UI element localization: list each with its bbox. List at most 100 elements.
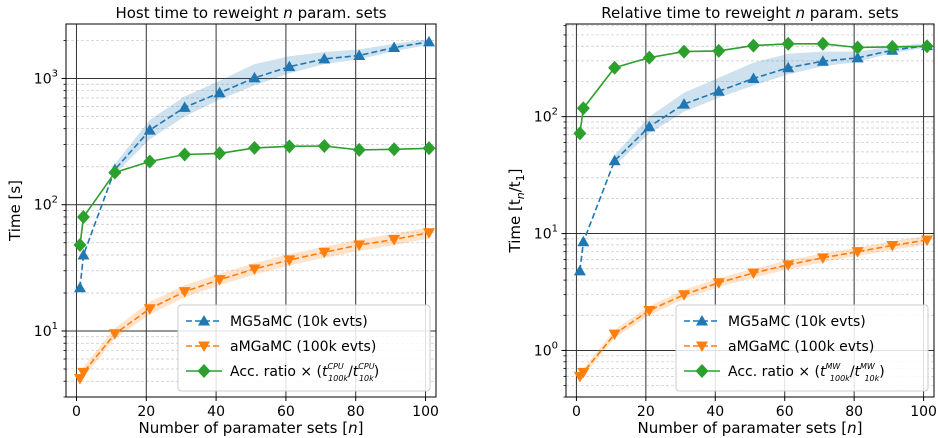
x-tick-label: 80	[845, 404, 863, 420]
data-point	[143, 124, 156, 135]
legend-label-1: MG5aMC (10k evts)	[728, 314, 866, 330]
data-point	[213, 86, 226, 98]
data-point	[816, 55, 829, 66]
data-point	[643, 305, 656, 317]
data-point	[73, 281, 86, 293]
x-axis-label: Number of paramater sets [n]	[139, 419, 364, 437]
data-point	[178, 101, 191, 112]
data-point	[921, 235, 934, 247]
data-point	[573, 126, 587, 141]
data-point	[388, 235, 401, 246]
data-point	[248, 71, 261, 83]
data-point	[573, 264, 586, 276]
legend-box	[675, 304, 929, 392]
data-point	[213, 275, 226, 286]
legend-label-1: MG5aMC (10k evts)	[230, 314, 368, 330]
data-point	[352, 142, 366, 157]
data-point	[642, 50, 656, 65]
data-point	[387, 142, 401, 157]
data-point	[782, 61, 795, 73]
y-axis-label: Time [s]	[6, 180, 24, 242]
series-line-2	[579, 239, 928, 377]
y-tick-label: 101	[534, 224, 558, 243]
data-point	[423, 35, 436, 47]
data-point	[643, 120, 656, 132]
data-point	[712, 278, 725, 289]
series-line-3	[79, 145, 430, 246]
data-point	[782, 260, 795, 271]
y-axis-label: Time [tn/t1]	[506, 169, 527, 254]
x-tick-label: 80	[347, 404, 365, 420]
data-point	[920, 39, 934, 54]
legend-marker-2	[198, 341, 210, 352]
data-point	[851, 51, 864, 63]
data-point	[577, 367, 590, 379]
x-tick-label: 100	[412, 404, 439, 420]
data-point	[851, 40, 865, 55]
data-point	[76, 209, 90, 224]
data-point	[178, 287, 191, 298]
plot-frame	[565, 23, 935, 398]
legend-label-3: Acc. ratio × (tCPU 100k/tCPU 10k)	[230, 362, 379, 383]
y-tick-label: 103	[34, 68, 58, 87]
data-point	[282, 139, 296, 154]
legend-marker-3	[695, 364, 709, 378]
data-point	[317, 138, 331, 153]
data-point	[318, 247, 331, 259]
data-point	[608, 60, 622, 75]
data-point	[577, 235, 590, 247]
data-point	[678, 98, 691, 109]
data-point	[143, 304, 156, 315]
legend-label-3: Acc. ratio × (tMW 100k/tMW 10k)	[728, 362, 885, 383]
data-point	[886, 241, 899, 252]
y-tick-label: 101	[34, 321, 58, 340]
y-tick-label: 102	[534, 107, 558, 126]
x-tick-label: 0	[572, 404, 581, 420]
y-tick-label: 100	[534, 340, 558, 359]
x-tick-label: 0	[72, 404, 81, 420]
data-point	[108, 165, 122, 180]
legend-label-2: aMGaMC (100k evts)	[230, 339, 376, 355]
chart-title: Relative time to reweight n param. sets	[601, 4, 899, 22]
data-point	[747, 268, 760, 279]
data-point	[885, 39, 899, 54]
data-point	[712, 43, 726, 58]
data-point	[608, 329, 621, 341]
data-point	[353, 240, 366, 251]
data-point	[816, 36, 830, 51]
series-line-1	[579, 44, 928, 271]
data-point	[677, 44, 691, 59]
data-point	[283, 255, 296, 266]
y-tick-label: 102	[34, 195, 58, 214]
legend-box	[177, 304, 431, 392]
data-point	[318, 52, 331, 64]
data-point	[353, 49, 366, 61]
data-point	[423, 228, 436, 239]
data-point	[781, 36, 795, 51]
x-tick-label: 40	[207, 404, 225, 420]
uncertainty-band-1	[114, 39, 430, 174]
x-tick-label: 100	[910, 404, 937, 420]
data-point	[608, 154, 621, 166]
legend-marker-1	[198, 315, 210, 326]
series-line-1	[79, 41, 430, 288]
data-point	[678, 290, 691, 301]
data-point	[712, 85, 725, 96]
legend-label-2: aMGaMC (100k evts)	[728, 339, 874, 355]
x-axis-label: Number of paramater sets [n]	[638, 419, 863, 437]
x-tick-label: 20	[637, 404, 655, 420]
data-point	[851, 247, 864, 258]
data-point	[77, 367, 90, 379]
legend-marker-3	[197, 364, 211, 378]
data-point	[388, 41, 401, 52]
data-point	[283, 60, 296, 72]
x-tick-label: 60	[776, 404, 794, 420]
x-tick-label: 40	[706, 404, 724, 420]
legend: MG5aMC (10k evts) aMGaMC (100k evts) Acc. …	[675, 304, 929, 392]
data-point	[73, 237, 87, 252]
data-point	[248, 264, 261, 275]
chart-panel-2: 0 20 40 60 80 100 100 101 102 Relative time to re…	[506, 4, 937, 437]
legend: MG5aMC (10k evts) aMGaMC (100k evts) Acc. …	[177, 304, 431, 392]
